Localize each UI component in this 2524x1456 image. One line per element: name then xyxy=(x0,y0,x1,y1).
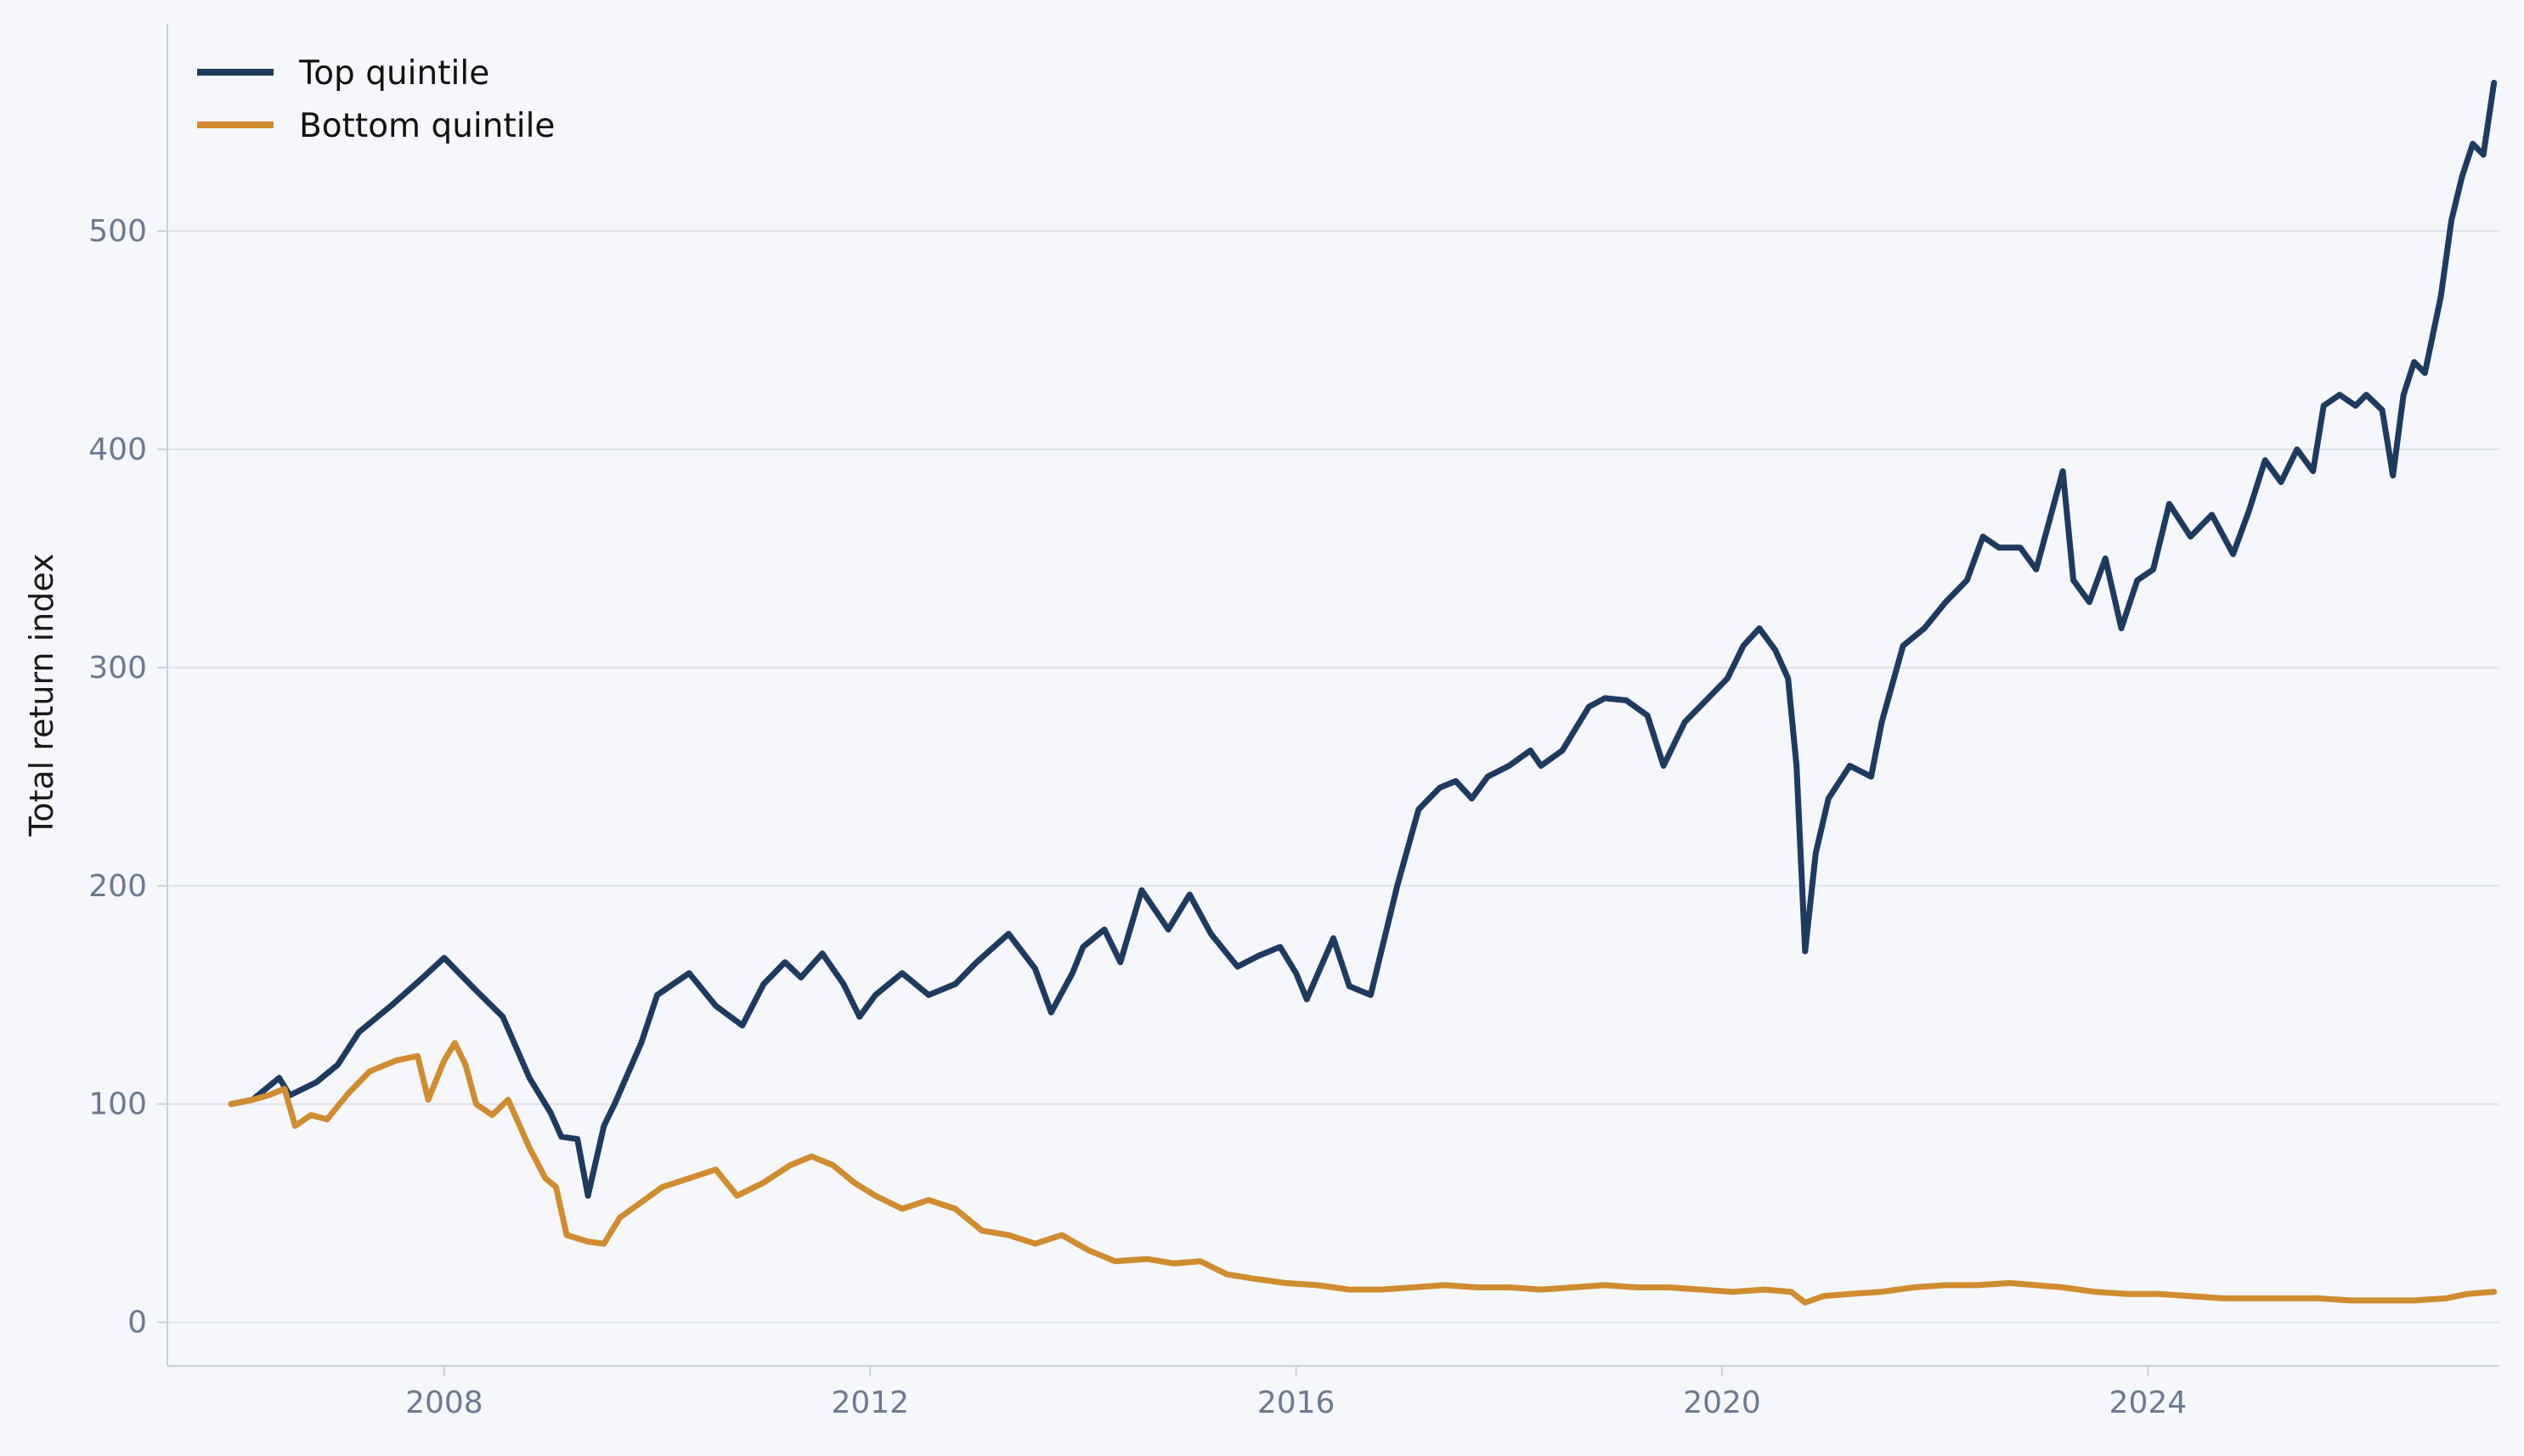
y-tick-label: 500 xyxy=(88,214,147,249)
x-tick-label: 2008 xyxy=(405,1385,483,1420)
legend-label-bottom-quintile: Bottom quintile xyxy=(299,107,555,145)
y-axis-title: Total return index xyxy=(23,553,60,837)
y-tick-label: 100 xyxy=(88,1087,147,1122)
x-tick-label: 2016 xyxy=(1257,1385,1335,1420)
x-tick-label: 2024 xyxy=(2109,1385,2188,1420)
y-tick-label: 200 xyxy=(88,869,147,904)
x-tick-label: 2012 xyxy=(831,1385,909,1420)
series-lines xyxy=(228,79,2498,1306)
legend-label-top-quintile: Top quintile xyxy=(298,54,489,93)
axes: 0 100 200 300 400 500 2008 2012 2016 2020 2024 xyxy=(88,24,2499,1420)
gridlines xyxy=(167,230,2499,1323)
series-line-top-quintile xyxy=(228,79,2498,1199)
x-tick-label: 2020 xyxy=(1683,1385,1761,1420)
series-line-bottom-quintile xyxy=(228,1040,2498,1306)
y-tick-label: 300 xyxy=(88,651,147,686)
legend: Top quintile Bottom quintile xyxy=(197,54,555,145)
y-tick-label: 400 xyxy=(88,432,147,467)
y-tick-label: 0 xyxy=(127,1306,147,1340)
